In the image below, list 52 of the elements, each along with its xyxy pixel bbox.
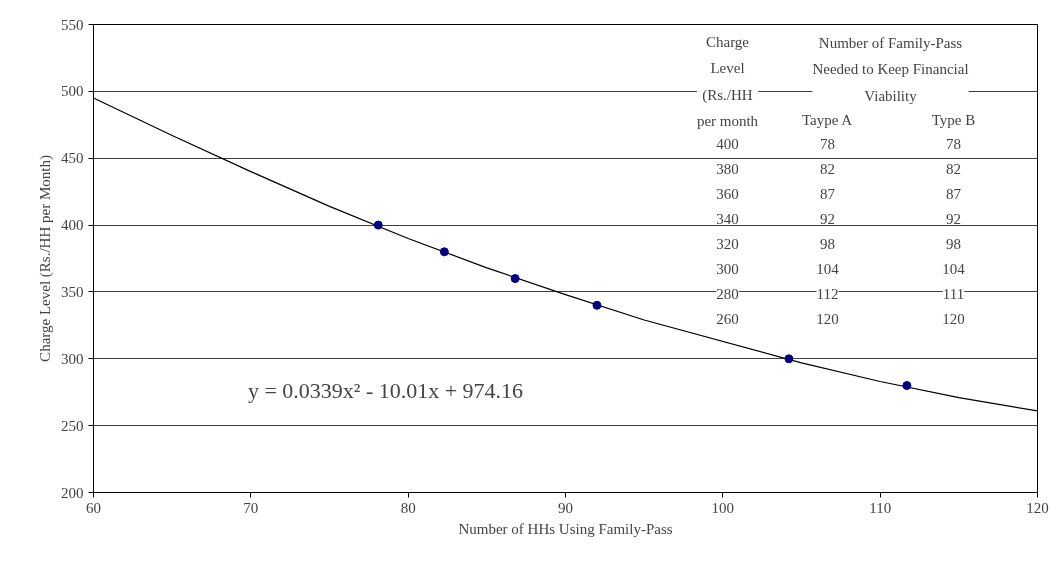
annotation: 92 (946, 210, 961, 227)
y-tick-label: 300 (61, 350, 84, 367)
x-tick-label: 70 (243, 499, 259, 516)
annotation: 340 (716, 210, 739, 227)
annotation: 260 (716, 310, 739, 327)
annotation: 360 (716, 185, 739, 202)
y-tick-label: 250 (61, 417, 84, 434)
annotation: 112 (816, 285, 839, 302)
annotation: 98 (946, 235, 961, 252)
annotation: 104 (942, 260, 966, 277)
annotation: 380 (716, 160, 739, 177)
point (439, 247, 449, 257)
x-axis-title: Number of HHs Using Family-Pass (458, 520, 673, 537)
annotation: 400 (716, 135, 739, 152)
annotation: 98 (820, 235, 835, 252)
point (592, 300, 602, 310)
annotation: y = 0.0339x² - 10.01x + 974.16 (247, 378, 524, 403)
annotation: 320 (716, 235, 739, 252)
y-tick-label: 500 (61, 83, 84, 100)
point (784, 354, 794, 364)
annotation: 111 (942, 285, 965, 302)
x-tick-label: 120 (1026, 499, 1049, 516)
annotation: 87 (946, 185, 962, 202)
annotation: 280 (716, 285, 739, 302)
annotation: Taype A (801, 111, 853, 128)
y-tick-label: 350 (61, 283, 84, 300)
annotation: 104 (816, 260, 840, 277)
annotation: 87 (820, 185, 836, 202)
annotation: 300 (716, 260, 739, 277)
annotation: 120 (816, 310, 839, 327)
annotation: 78 (946, 135, 961, 152)
point (510, 274, 520, 284)
point (373, 220, 383, 230)
x-tick-label: 80 (400, 499, 416, 516)
x-tick-label: 110 (869, 499, 892, 516)
y-axis-title: Charge Level (Rs./HH per Month) (37, 155, 54, 362)
annotation: Charge Level (Rs./HH per month (696, 33, 759, 130)
y-tick-label: 550 (61, 16, 84, 33)
x-tick-label: 60 (86, 499, 101, 516)
x-tick-label: 100 (711, 499, 735, 516)
annotation: 82 (946, 160, 961, 177)
annotation: 78 (820, 135, 835, 152)
annotation: 82 (820, 160, 835, 177)
y-tick-label: 200 (61, 484, 84, 501)
y-tick-label: 450 (61, 150, 84, 167)
annotation: 120 (942, 310, 965, 327)
y-tick-label: 400 (61, 217, 84, 234)
annotation: 92 (820, 210, 835, 227)
x-tick-label: 90 (558, 499, 573, 516)
point (902, 381, 912, 391)
annotation: Number of Family-Pass Needed to Keep Financial Viability (812, 35, 969, 104)
annotation: Type B (931, 111, 976, 128)
